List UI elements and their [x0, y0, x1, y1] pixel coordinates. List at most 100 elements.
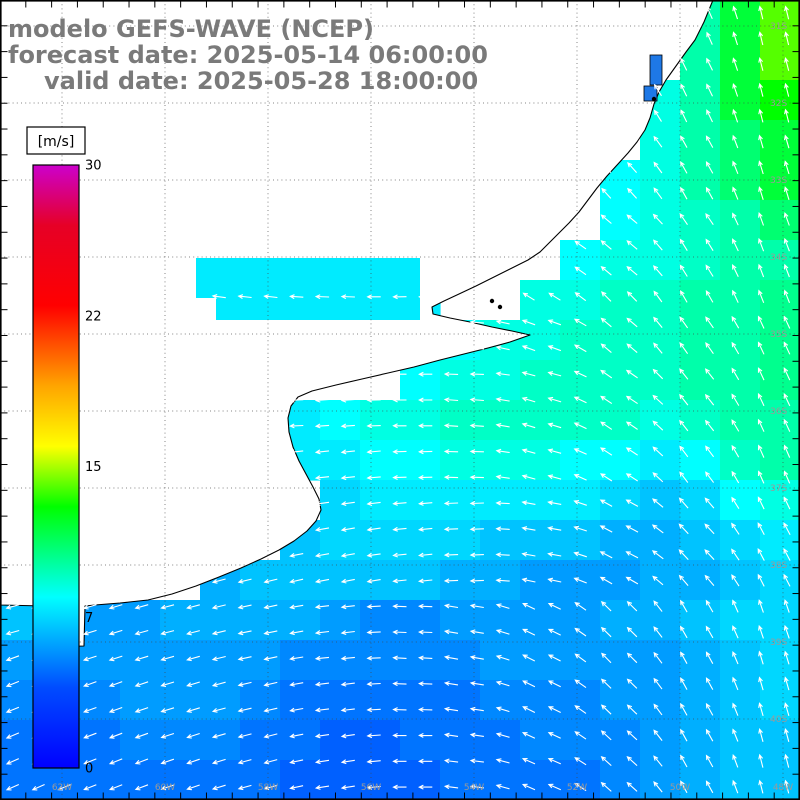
sea-cell — [240, 640, 281, 681]
sea-cell — [200, 680, 241, 721]
sea-cell — [720, 600, 761, 641]
lat-label: 34S — [770, 253, 787, 263]
sea-cell — [640, 760, 681, 800]
lat-label: 33S — [770, 176, 787, 186]
sea-cell — [280, 720, 321, 761]
colorbar-tick-labels: 30 22 15 7 0 — [85, 159, 102, 777]
lon-label: 48W — [773, 783, 793, 793]
sea-cell — [640, 320, 681, 361]
sea-cell — [360, 640, 401, 681]
sea-cell — [760, 360, 800, 401]
sea-cell — [280, 760, 321, 800]
sea-cell — [240, 760, 281, 800]
sea-cell — [680, 200, 721, 241]
colorbar: [m/s] 30 22 15 7 0 — [26, 126, 102, 777]
sea-cell — [480, 480, 521, 521]
sea-cell — [480, 440, 521, 481]
colorbar-unit-label: [m/s] — [38, 134, 75, 150]
sea-cell — [760, 240, 800, 281]
lat-label: 31S — [770, 22, 787, 32]
colorbar-gradient-bar — [32, 164, 80, 769]
sea-cell — [520, 720, 561, 761]
sea-cell — [600, 320, 641, 361]
sea-cell — [560, 240, 601, 281]
lat-label: 39S — [770, 638, 787, 648]
sea-cell — [400, 520, 441, 561]
sea-cell — [720, 360, 761, 401]
sea-cell — [440, 360, 481, 401]
estuary-cell — [196, 278, 420, 298]
sea-cell — [560, 360, 601, 401]
sea-cell — [720, 160, 761, 201]
sea-cell — [440, 400, 481, 441]
sea-cell — [640, 520, 681, 561]
sea-cell — [720, 560, 761, 601]
sea-cell — [600, 480, 641, 521]
sea-cell — [400, 680, 441, 721]
sea-cell — [680, 480, 721, 521]
sea-cell — [80, 760, 121, 800]
sea-cell — [720, 400, 761, 441]
sea-cell — [520, 440, 561, 481]
sea-cell — [600, 200, 641, 241]
sea-cell — [560, 680, 601, 721]
sea-cell — [360, 400, 401, 441]
sea-cell — [600, 280, 641, 321]
sea-cell — [720, 440, 761, 481]
sea-cell — [120, 720, 161, 761]
colorbar-tick-label: 7 — [85, 611, 93, 626]
sea-cell — [680, 440, 721, 481]
sea-cell — [640, 480, 681, 521]
sea-cell — [200, 720, 241, 761]
sea-cell — [320, 600, 361, 641]
sea-cell — [320, 680, 361, 721]
sea-cell — [320, 480, 361, 521]
title-block: modelo GEFS-WAVE (NCEP) forecast date: 2… — [8, 16, 488, 94]
lon-label: 54W — [464, 783, 484, 793]
city-dots — [489, 96, 657, 310]
map-dot — [497, 304, 503, 310]
sea-cell — [520, 680, 561, 721]
sea-cell — [720, 320, 761, 361]
sea-cell — [680, 80, 721, 121]
colorbar-tick-label: 30 — [85, 159, 102, 174]
sea-cell — [400, 640, 441, 681]
lagoon — [649, 54, 663, 86]
sea-cell — [720, 640, 761, 681]
sea-cell — [320, 440, 361, 481]
sea-cell — [720, 200, 761, 241]
sea-cell — [200, 640, 241, 681]
sea-cell — [680, 640, 721, 681]
sea-cell — [760, 520, 800, 561]
sea-cell — [760, 640, 800, 681]
sea-cell — [680, 120, 721, 161]
sea-cell — [400, 440, 441, 481]
sea-cell — [640, 240, 681, 281]
sea-cell — [720, 0, 761, 41]
sea-cell — [760, 680, 800, 721]
sea-cell — [720, 240, 761, 281]
sea-cell — [400, 760, 441, 800]
sea-cell — [680, 280, 721, 321]
valid-date: valid date: 2025-05-28 18:00:00 — [44, 67, 479, 95]
sea-cell — [120, 600, 161, 641]
sea-cell — [280, 600, 321, 641]
sea-cell — [600, 440, 641, 481]
sea-cell — [600, 360, 641, 401]
sea-cell — [360, 680, 401, 721]
sea-cell — [320, 720, 361, 761]
colorbar-unit-box — [26, 126, 86, 155]
sea-cell — [760, 80, 800, 121]
sea-cell — [720, 480, 761, 521]
sea-cell — [480, 640, 521, 681]
sea-cell — [680, 360, 721, 401]
estuary-cell — [196, 258, 420, 278]
forecast-date: forecast date: 2025-05-14 06:00:00 — [8, 41, 488, 69]
sea-cell — [760, 320, 800, 361]
sea-cell — [680, 240, 721, 281]
sea-cell — [760, 40, 800, 81]
sea-cell — [560, 760, 601, 800]
sea-cell — [640, 200, 681, 241]
colorbar-tick-label: 0 — [85, 762, 93, 777]
sea-cell — [520, 400, 561, 441]
